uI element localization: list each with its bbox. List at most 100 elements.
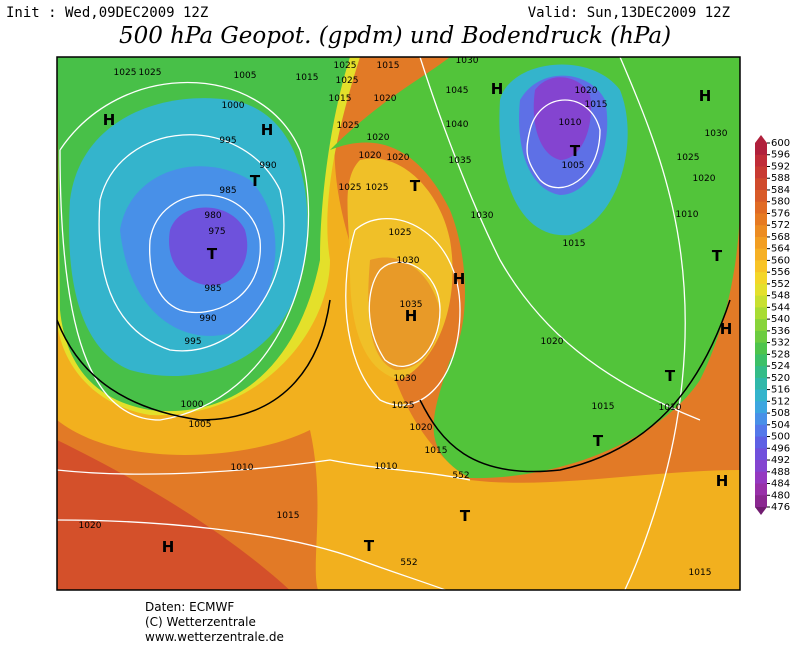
- colorbar-segment: [755, 495, 767, 508]
- colorbar-segment: [755, 272, 767, 285]
- colorbar-arrow: [755, 135, 767, 143]
- contour-label: 1015: [425, 446, 448, 456]
- colorbar-segment: [755, 354, 767, 367]
- pressure-center: H: [405, 307, 418, 325]
- colorbar-segment: [755, 283, 767, 297]
- contour-label: 1010: [375, 462, 398, 472]
- contour-label: 1025: [366, 183, 389, 193]
- colorbar-label: 532: [771, 338, 790, 349]
- contour-label: 1015: [689, 568, 712, 578]
- colorbar-segment: [755, 319, 767, 332]
- footer-line: Daten: ECMWF: [145, 600, 234, 614]
- contour-label: 995: [219, 136, 236, 146]
- pressure-center: H: [699, 87, 712, 105]
- contour-label: 990: [199, 314, 216, 324]
- colorbar-label: 552: [771, 279, 790, 290]
- colorbar-label: 512: [771, 396, 790, 407]
- pressure-center: H: [103, 111, 116, 129]
- contour-label: 1030: [456, 56, 479, 66]
- contour-label: 1015: [329, 94, 352, 104]
- contour-label: 1025: [392, 401, 415, 411]
- colorbar-segment: [755, 471, 767, 485]
- contour-label: 1025: [389, 228, 412, 238]
- contour-label: 1025: [334, 61, 357, 71]
- contour-label: 1000: [222, 101, 245, 111]
- pressure-center: H: [261, 121, 274, 139]
- colorbar-label: 500: [771, 432, 790, 443]
- colorbar-label: 568: [771, 232, 790, 243]
- colorbar-segment: [755, 483, 767, 496]
- pressure-center: T: [410, 177, 421, 195]
- footer-line: www.wetterzentrale.de: [145, 630, 284, 644]
- contour-label: 985: [219, 186, 236, 196]
- colorbar-label: 524: [771, 361, 790, 372]
- colorbar-segment: [755, 366, 767, 379]
- contour-label: 1020: [387, 153, 410, 163]
- contour-label: 1025: [337, 121, 360, 131]
- contour-label: 1025: [114, 68, 137, 78]
- colorbar-label: 540: [771, 314, 790, 325]
- contour-label: 1005: [234, 71, 257, 81]
- contour-label: 1030: [394, 374, 417, 384]
- pressure-center: H: [491, 80, 504, 98]
- contour-label: 995: [184, 337, 201, 347]
- colorbar-segment: [755, 189, 767, 203]
- contour-label: 1025: [677, 153, 700, 163]
- colorbar-label: 536: [771, 326, 790, 337]
- colorbar-label: 560: [771, 255, 790, 266]
- colorbar-segment: [755, 307, 767, 320]
- pressure-center: T: [665, 367, 676, 385]
- colorbar-segment: [755, 424, 767, 438]
- colorbar-arrow: [755, 507, 767, 515]
- contour-label: 990: [259, 161, 276, 171]
- footer-line: (C) Wetterzentrale: [145, 615, 256, 629]
- colorbar-label: 488: [771, 467, 790, 478]
- colorbar-segment: [755, 413, 767, 426]
- contour-label: 1020: [367, 133, 390, 143]
- contour-label: 1025: [139, 68, 162, 78]
- colorbar-label: 484: [771, 479, 790, 490]
- colorbar-segment: [755, 154, 767, 167]
- colorbar-label: 492: [771, 455, 790, 466]
- contour-label: 1015: [592, 402, 615, 412]
- colorbar-segment: [755, 213, 767, 226]
- colorbar-segment: [755, 166, 767, 179]
- colorbar-label: 480: [771, 490, 790, 501]
- contour-label: 1010: [676, 210, 699, 220]
- contour-label: 1030: [705, 129, 728, 139]
- colorbar-label: 520: [771, 373, 790, 384]
- colorbar-segment: [755, 201, 767, 214]
- colorbar-label: 508: [771, 408, 790, 419]
- pressure-center: H: [453, 270, 466, 288]
- colorbar-segment: [755, 178, 767, 191]
- pressure-center: T: [460, 507, 471, 525]
- valid-time: Valid: Sun,13DEC2009 12Z: [528, 5, 730, 21]
- colorbar-label: 588: [771, 173, 790, 184]
- contour-label: 1040: [446, 120, 469, 130]
- colorbar-segment: [755, 225, 767, 238]
- colorbar-segment: [755, 401, 767, 414]
- colorbar-segment: [755, 389, 767, 402]
- contour-label: 1020: [693, 174, 716, 184]
- pressure-center: T: [250, 172, 261, 190]
- contour-label: 1020: [374, 94, 397, 104]
- contour-label: 1000: [181, 400, 204, 410]
- contour-label: 1045: [446, 86, 469, 96]
- contour-label: 1015: [377, 61, 400, 71]
- colorbar-segment: [755, 436, 767, 449]
- contour-label: 1025: [339, 183, 362, 193]
- contour-label: 1010: [231, 463, 254, 473]
- contour-label: 985: [204, 284, 221, 294]
- contour-label: 980: [204, 211, 221, 221]
- colorbar-label: 572: [771, 220, 790, 231]
- contour-label: 1020: [410, 423, 433, 433]
- pressure-center: T: [207, 245, 218, 263]
- colorbar-segment: [755, 460, 767, 473]
- contour-label: 1015: [563, 239, 586, 249]
- colorbar-label: 544: [771, 302, 790, 313]
- colorbar-label: 596: [771, 150, 790, 161]
- contour-label: 552: [400, 558, 417, 568]
- contour-label: 1005: [562, 161, 585, 171]
- init-time: Init : Wed,09DEC2009 12Z: [6, 5, 208, 21]
